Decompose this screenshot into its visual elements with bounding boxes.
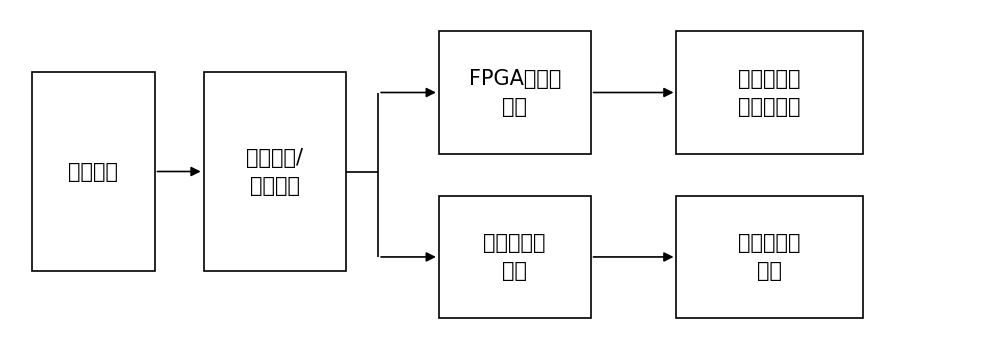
Text: 打开微波/
接收微波: 打开微波/ 接收微波 — [246, 147, 303, 196]
FancyBboxPatch shape — [676, 31, 863, 154]
FancyBboxPatch shape — [439, 196, 591, 318]
FancyBboxPatch shape — [204, 72, 346, 271]
Text: 窗口显示处
理后的信号: 窗口显示处 理后的信号 — [738, 69, 801, 117]
Text: 上位机显示
波形: 上位机显示 波形 — [738, 233, 801, 281]
Text: 示波卡采集
信号: 示波卡采集 信号 — [483, 233, 546, 281]
FancyBboxPatch shape — [439, 31, 591, 154]
FancyBboxPatch shape — [676, 196, 863, 318]
Text: 打开激光: 打开激光 — [68, 162, 118, 181]
Text: FPGA采集并
控制: FPGA采集并 控制 — [469, 69, 561, 117]
FancyBboxPatch shape — [32, 72, 155, 271]
